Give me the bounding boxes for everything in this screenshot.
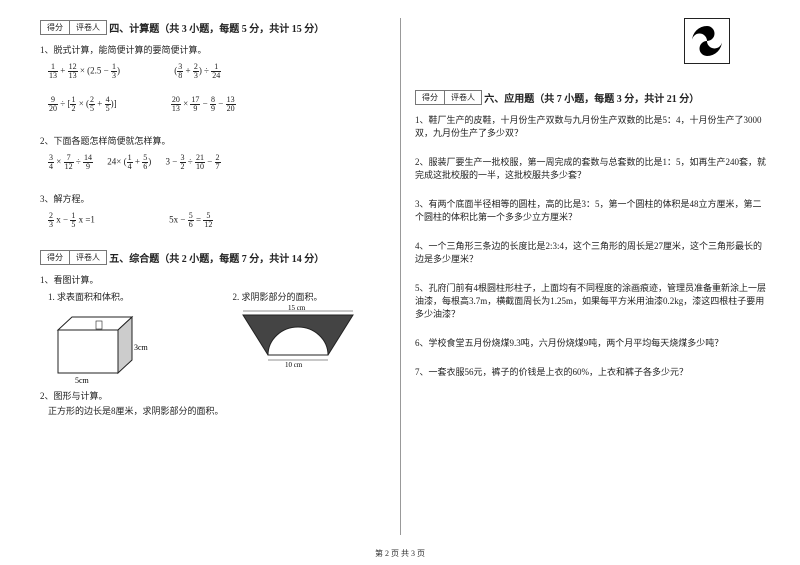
reviewer-label: 评卷人: [445, 91, 481, 104]
expr-row-1: 113 + 1213 × (2.5 − 13) (38 + 23) ÷ 124: [48, 60, 395, 83]
dim-10cm: 10 cm: [285, 361, 303, 369]
q6-6: 6、学校食堂五月份烧煤9.3吨，六月份烧煤9吨，两个月平均每天烧煤多少吨？: [415, 336, 770, 349]
reviewer-label: 评卷人: [70, 21, 106, 34]
score-box: 得分 评卷人: [40, 20, 107, 35]
q5-1-sub: 1. 求表面积和体积。 5cm 3cm 2. 求阴影部分的面积。: [40, 288, 395, 387]
reviewer-label: 评卷人: [70, 251, 106, 264]
score-box-6: 得分 评卷人: [415, 90, 482, 105]
dim-5cm: 5cm: [75, 376, 90, 385]
expr-b1: 34 × 712 ÷ 149: [48, 154, 93, 171]
right-column: 得分 评卷人 六、应用题（共 7 小题，每题 3 分，共计 21 分） 1、鞋厂…: [415, 20, 770, 419]
column-divider: [400, 18, 401, 535]
q6-1: 1、鞋厂生产的皮鞋，十月份生产双数与九月份生产双数的比是5：4，十月份生产了30…: [415, 113, 770, 139]
expr-a2-2: 2013 × 179 − 89 − 1320: [171, 96, 236, 113]
expr-row-4: 23 x − 15 x =1 5x − 56 = 512: [48, 209, 395, 232]
expr-a2-1: 920 ÷ [12 × (25 + 45)]: [48, 96, 117, 113]
q5-2: 2、图形与计算。: [40, 389, 395, 402]
page-footer: 第 2 页 共 3 页: [0, 548, 800, 559]
q4-3: 3、解方程。: [40, 192, 395, 205]
expr-row-3: 34 × 712 ÷ 149 24× (14 + 56) 3 − 32 ÷ 21…: [48, 151, 395, 174]
expr-b3: 3 − 32 ÷ 2110 − 27: [165, 154, 220, 171]
q6-4: 4、一个三角形三条边的长度比是2:3:4，这个三角形的周长是27厘米，这个三角形…: [415, 239, 770, 265]
q6-5: 5、孔府门前有4根圆柱形柱子，上面均有不同程度的涂画痕迹，管理员准备重新涂上一层…: [415, 281, 770, 320]
section-6-header: 得分 评卷人 六、应用题（共 7 小题，每题 3 分，共计 21 分）: [415, 90, 770, 107]
page: 得分 评卷人 四、计算题（共 3 小题，每题 5 分，共计 15 分） 1、脱式…: [0, 0, 800, 565]
expr-a1-1: 113 + 1213 × (2.5 − 13): [48, 63, 120, 80]
dim-15cm: 15 cm: [288, 305, 306, 312]
expr-b2: 24× (14 + 56): [107, 154, 151, 171]
score-box-5: 得分 评卷人: [40, 250, 107, 265]
expr-row-2: 920 ÷ [12 × (25 + 45)] 2013 × 179 − 89 −…: [48, 93, 395, 116]
section-4-header: 得分 评卷人 四、计算题（共 3 小题，每题 5 分，共计 15 分）: [40, 20, 395, 37]
q5-1: 1、看图计算。: [40, 273, 395, 286]
expr-c1: 23 x − 15 x =1: [48, 212, 95, 229]
columns: 得分 评卷人 四、计算题（共 3 小题，每题 5 分，共计 15 分） 1、脱式…: [40, 20, 770, 419]
dim-3cm: 3cm: [134, 343, 149, 352]
q6-7: 7、一套衣服56元，裤子的价钱是上衣的60%，上衣和裤子各多少元？: [415, 365, 770, 378]
score-label: 得分: [416, 91, 445, 104]
q5-2a: 正方形的边长是8厘米，求阴影部分的面积。: [48, 404, 395, 417]
q6-2: 2、服装厂要生产一批校服，第一周完成的套数与总套数的比是1：5，如再生产240套…: [415, 155, 770, 181]
left-column: 得分 评卷人 四、计算题（共 3 小题，每题 5 分，共计 15 分） 1、脱式…: [40, 20, 395, 419]
q4-1: 1、脱式计算，能简便计算的要简便计算。: [40, 43, 395, 56]
q4-2: 2、下面各题怎样简便就怎样算。: [40, 134, 395, 147]
score-label: 得分: [41, 251, 70, 264]
expr-a1-2: (38 + 23) ÷ 124: [174, 63, 221, 80]
cuboid-icon: 5cm 3cm: [40, 305, 160, 385]
trapezoid-icon: 15 cm 10 cm: [233, 305, 373, 375]
ornament-icon: [684, 18, 730, 64]
q5-1b: 2. 求阴影部分的面积。: [233, 290, 396, 303]
section-4-title: 四、计算题（共 3 小题，每题 5 分，共计 15 分）: [109, 20, 324, 35]
section-5-header: 得分 评卷人 五、综合题（共 2 小题，每题 7 分，共计 14 分）: [40, 250, 395, 267]
section-6-title: 六、应用题（共 7 小题，每题 3 分，共计 21 分）: [484, 90, 699, 105]
expr-c2: 5x − 56 = 512: [169, 212, 213, 229]
q6-3: 3、有两个底面半径相等的圆柱，高的比是3：5，第一个圆柱的体积是48立方厘米，第…: [415, 197, 770, 223]
q5-1a: 1. 求表面积和体积。: [48, 290, 203, 303]
score-label: 得分: [41, 21, 70, 34]
section-5-title: 五、综合题（共 2 小题，每题 7 分，共计 14 分）: [109, 250, 324, 265]
